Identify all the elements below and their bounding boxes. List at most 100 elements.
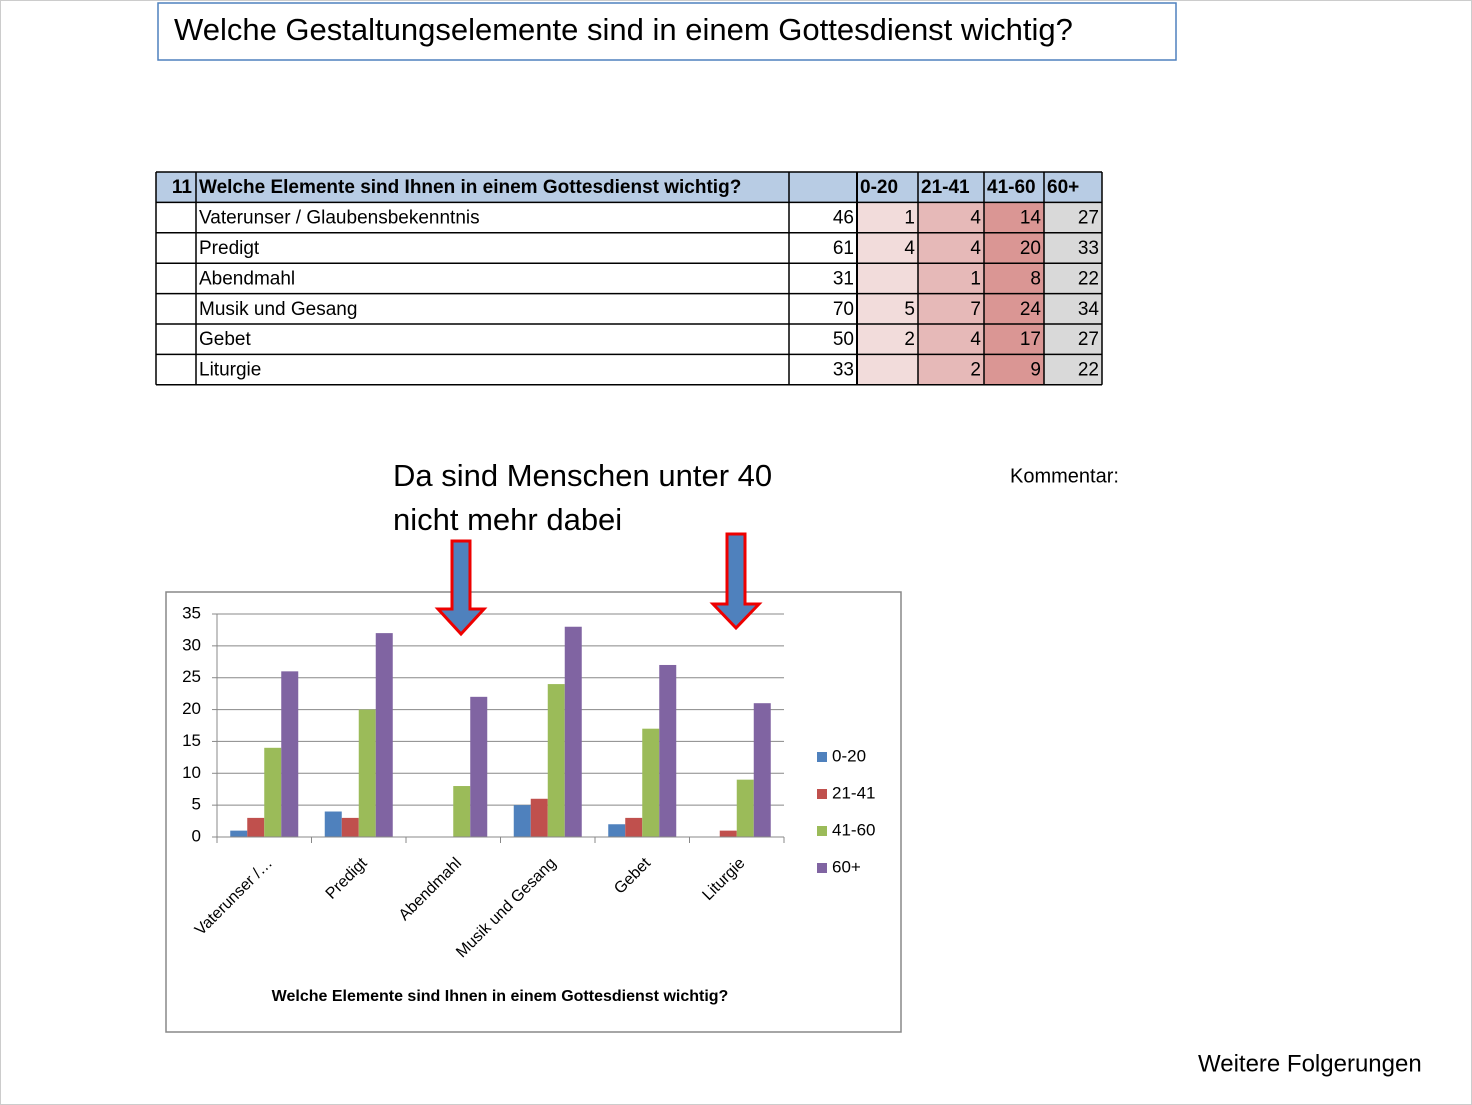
legend-label: 41-60 <box>832 820 875 839</box>
cell-bg <box>918 354 984 385</box>
cell-bg <box>857 324 918 355</box>
cell: 46 <box>833 208 854 229</box>
cell-bg <box>984 354 1044 385</box>
annotation: Da sind Menschen unter 40 <box>393 458 772 493</box>
bar <box>608 824 626 837</box>
bar <box>324 811 342 837</box>
cell-bg <box>918 232 984 264</box>
cell: 20 <box>1020 238 1041 259</box>
cell-bg <box>1044 202 1102 233</box>
cell-bg <box>1044 324 1102 355</box>
annotation: nicht mehr dabei <box>393 502 622 537</box>
y-tick-label: 0 <box>192 826 201 845</box>
y-tick-label: 15 <box>182 731 201 750</box>
column-header: 0-20 <box>860 177 898 198</box>
legend-label: 60+ <box>832 857 861 876</box>
arrow <box>709 532 763 631</box>
cell-bg <box>1044 263 1102 294</box>
cell: 50 <box>833 329 854 350</box>
bar <box>470 696 488 837</box>
cell-bg <box>984 324 1044 355</box>
cell: 2 <box>904 329 915 350</box>
cell-bg <box>918 324 984 355</box>
row-label: Gebet <box>199 329 251 350</box>
cell: 61 <box>833 238 854 259</box>
cell: 22 <box>1078 268 1099 289</box>
y-tick-label: 10 <box>182 763 201 782</box>
cell: 24 <box>1020 299 1042 320</box>
bar <box>625 817 643 837</box>
cell: 31 <box>833 268 854 289</box>
cell-bg <box>857 354 918 385</box>
legend-label: 21-41 <box>832 783 875 802</box>
bar <box>736 779 754 837</box>
footer: Weitere Folgerungen <box>1198 1050 1422 1077</box>
row-label: Musik und Gesang <box>199 299 357 320</box>
y-tick-label: 30 <box>182 635 201 654</box>
row-label: Abendmahl <box>199 268 295 289</box>
comment: Kommentar: <box>1010 465 1119 487</box>
bar <box>530 798 548 837</box>
column-header: 41-60 <box>987 177 1036 198</box>
bar <box>375 633 393 837</box>
bar <box>547 684 565 837</box>
cell-bg <box>857 263 918 294</box>
cell: 27 <box>1078 208 1099 229</box>
legend-label: 0-20 <box>832 746 866 765</box>
cell: 33 <box>1078 238 1099 259</box>
cell: 8 <box>1030 268 1041 289</box>
y-tick-label: 5 <box>192 795 201 814</box>
bar <box>281 671 299 837</box>
arrow <box>434 539 488 637</box>
bar <box>247 817 265 837</box>
table-number: 11 <box>172 177 193 198</box>
y-tick-label: 25 <box>182 667 201 686</box>
cell-bg <box>1044 232 1102 264</box>
cell: 1 <box>904 208 915 229</box>
title: Welche Gestaltungselemente sind in einem… <box>174 12 1073 47</box>
cell: 22 <box>1078 360 1099 381</box>
bar <box>230 830 248 837</box>
y-tick-label: 20 <box>182 699 201 718</box>
header-bg <box>156 172 1102 203</box>
cell: 34 <box>1078 299 1100 320</box>
cell-bg <box>984 202 1044 233</box>
bar <box>753 703 771 837</box>
cell: 4 <box>970 329 981 350</box>
cell-bg <box>857 232 918 264</box>
cell-bg <box>984 293 1044 324</box>
table-header: Welche Elemente sind Ihnen in einem Gott… <box>199 177 741 198</box>
cell: 2 <box>970 360 981 381</box>
y-tick-label: 35 <box>182 603 201 622</box>
title-box <box>157 2 1177 61</box>
bar <box>564 626 582 837</box>
legend-swatch <box>817 752 827 762</box>
cell: 4 <box>904 238 915 259</box>
bar <box>358 709 376 837</box>
cell: 17 <box>1020 329 1041 350</box>
row-label: Predigt <box>199 238 260 259</box>
cell-bg <box>984 263 1044 294</box>
cell: 9 <box>1030 360 1041 381</box>
cell-bg <box>1044 293 1102 324</box>
table: 11 Welche Elemente sind Ihnen in einem Go… <box>155 171 1103 386</box>
row-label: Liturgie <box>199 360 261 381</box>
cell-bg <box>857 293 918 324</box>
cell-bg <box>857 202 918 233</box>
cell-bg <box>918 263 984 294</box>
cell: 5 <box>904 299 915 320</box>
bar <box>453 786 471 837</box>
legend-swatch <box>817 863 827 873</box>
cell: 4 <box>970 238 981 259</box>
cell: 27 <box>1078 329 1099 350</box>
x-axis-title: Welche Elemente sind Ihnen in einem Gott… <box>272 988 729 1005</box>
bar <box>341 817 359 837</box>
cell-bg <box>918 293 984 324</box>
cell: 70 <box>833 299 854 320</box>
bar <box>642 728 660 837</box>
row-label: Vaterunser / Glaubensbekenntnis <box>199 208 480 229</box>
column-header: 60+ <box>1047 177 1079 198</box>
column-header: 21-41 <box>921 177 970 198</box>
bar <box>513 805 531 837</box>
